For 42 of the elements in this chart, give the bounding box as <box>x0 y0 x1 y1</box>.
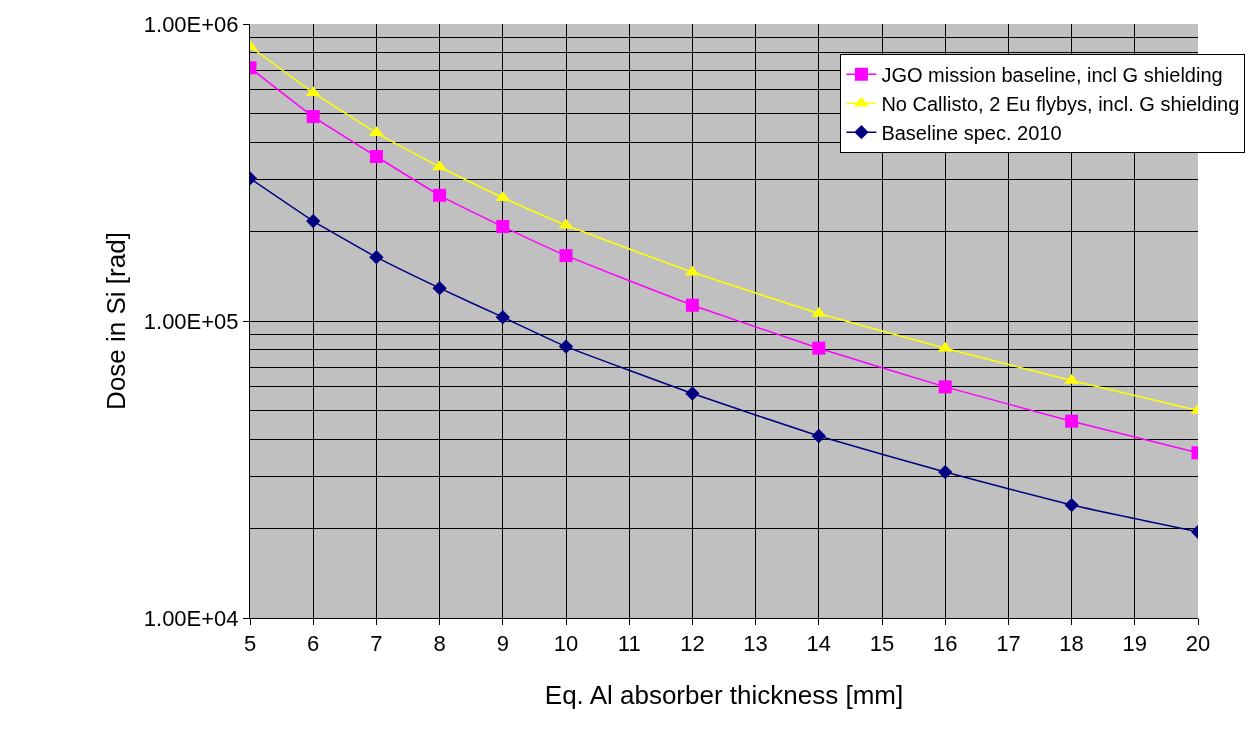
legend-label: JGO mission baseline, incl G shielding <box>881 64 1223 86</box>
x-tick-label: 10 <box>553 631 579 657</box>
point <box>558 339 574 354</box>
y-axis-title: Dose in Si [rad] <box>101 232 132 410</box>
legend-label: Baseline spec. 2010 <box>881 122 1062 144</box>
x-tick-label: 5 <box>243 631 257 657</box>
y-tick-label: 1.00E+06 <box>143 11 239 37</box>
y-tick-label: 1.00E+04 <box>143 605 239 631</box>
x-tick-label: 19 <box>1122 631 1148 657</box>
x-tick-label: 8 <box>433 631 446 657</box>
point <box>938 464 953 480</box>
point <box>812 341 826 355</box>
point <box>369 150 383 163</box>
point <box>811 428 826 444</box>
x-tick-label: 15 <box>869 631 895 657</box>
point <box>369 250 384 265</box>
y-tick-label: 1.00E+05 <box>143 308 239 334</box>
point <box>938 380 952 394</box>
x-tick-label: 6 <box>307 631 320 657</box>
point <box>559 249 573 263</box>
x-tick-label: 11 <box>617 631 641 657</box>
x-axis-title: Eq. Al absorber thickness [mm] <box>544 680 904 711</box>
point <box>685 386 700 401</box>
x-tick-label: 20 <box>1185 631 1211 657</box>
x-tick-label: 12 <box>680 631 705 657</box>
x-tick-label: 16 <box>932 631 958 657</box>
x-tick-label: 14 <box>806 631 832 657</box>
x-tick-label: 7 <box>370 631 383 657</box>
point <box>306 213 321 229</box>
point <box>496 220 510 234</box>
point <box>433 188 447 202</box>
legend-label: No Callisto, 2 Eu flybys, incl. G shielding <box>881 93 1240 115</box>
x-tick-label: 18 <box>1059 631 1084 657</box>
point <box>495 310 510 325</box>
x-tick-label: 13 <box>743 631 768 657</box>
x-tick-label: 9 <box>496 631 509 657</box>
x-tick-label: 17 <box>996 631 1021 657</box>
point <box>685 298 699 312</box>
point <box>306 110 320 124</box>
point <box>1065 414 1079 428</box>
point <box>1064 497 1079 513</box>
point <box>432 281 447 296</box>
